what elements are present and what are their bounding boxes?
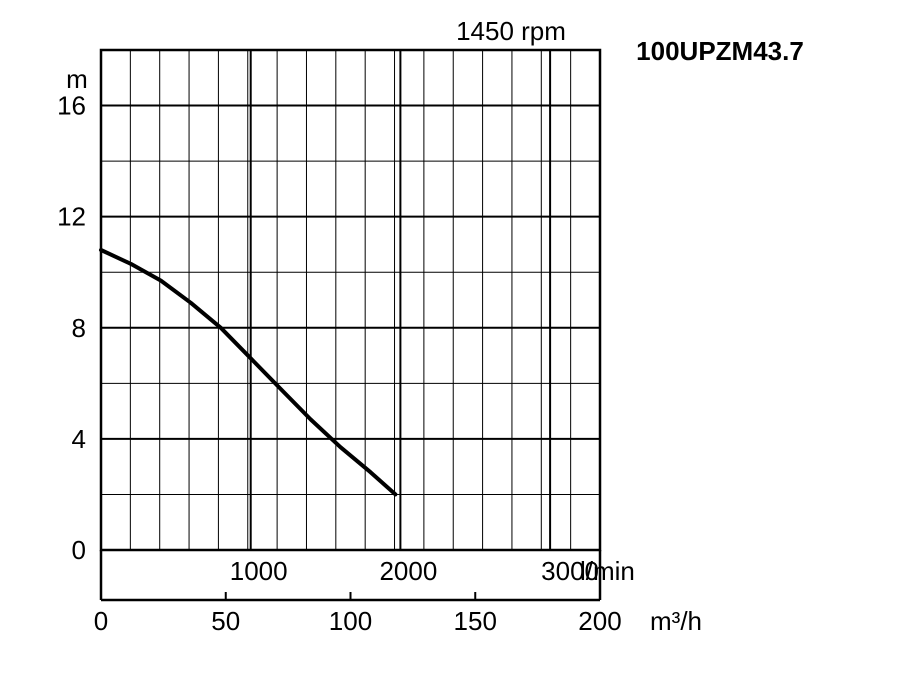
y-tick-label: 8 [72, 313, 86, 343]
y-axis-tick-labels: 0 4 8 12 16 [57, 91, 86, 565]
grid-lines-minor [101, 50, 600, 550]
x-tick-label-m3h: 50 [211, 606, 240, 636]
x-tick-label-m3h: 150 [454, 606, 497, 636]
x-tick-label-m3h: 0 [94, 606, 108, 636]
x-axis-unit-m3h: m³/h [650, 606, 702, 636]
x-axis-tick-labels: 0 50 100 150 200 1000 2000 3000 [94, 556, 622, 636]
y-tick-label: 12 [57, 202, 86, 232]
grid-lines-major [101, 50, 600, 550]
y-tick-label: 16 [57, 91, 86, 121]
series-line [99, 248, 398, 497]
y-tick-label: 0 [72, 535, 86, 565]
plot-border [99, 48, 602, 552]
x-tick-label-m3h: 200 [578, 606, 621, 636]
x-axis-unit-lpm: l/min [580, 556, 635, 586]
y-axis-unit-label: m [66, 64, 88, 94]
y-tick-label: 4 [72, 424, 86, 454]
x-tick-label-lpm: 1000 [230, 556, 288, 586]
curve-layer [99, 248, 398, 497]
x-tick-label-lpm: 2000 [379, 556, 437, 586]
subtitle-rpm: 1450 rpm [456, 16, 566, 46]
chart-title: 100UPZM43.7 [636, 36, 804, 66]
x-tick-label-lpm: 3000 [541, 556, 599, 586]
x-tick-label-m3h: 100 [329, 606, 372, 636]
plot-frame [99, 48, 602, 602]
